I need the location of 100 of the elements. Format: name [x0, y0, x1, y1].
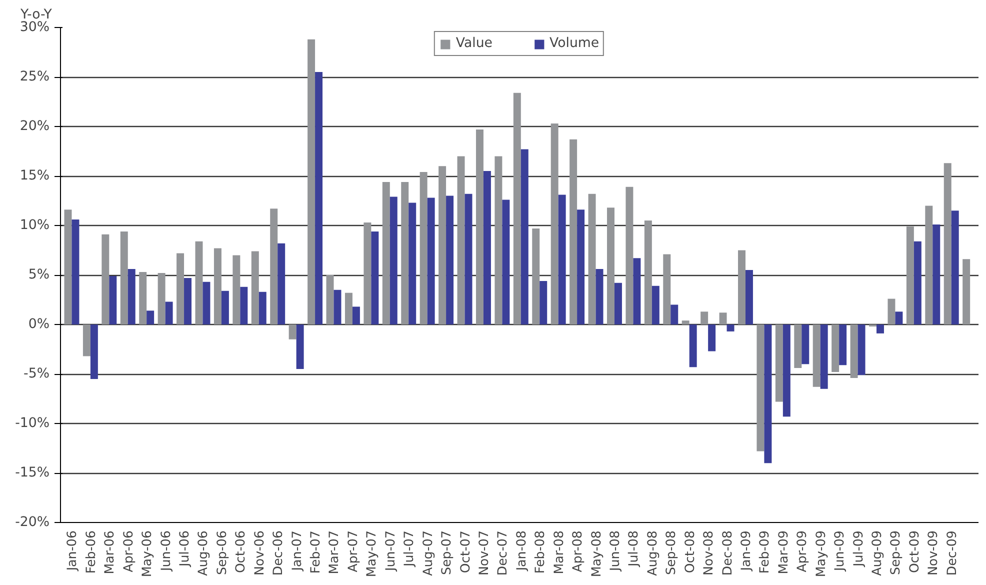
bar	[120, 231, 128, 324]
bar	[184, 278, 192, 324]
bar	[371, 231, 379, 324]
bar	[802, 324, 810, 364]
x-tick-label: Sep-06	[214, 530, 229, 576]
bar	[464, 194, 472, 324]
bar	[775, 324, 783, 402]
x-tick-label: Oct-09	[906, 530, 922, 574]
x-tick-label: Apr-09	[794, 530, 810, 572]
bar	[176, 253, 184, 324]
bar	[782, 324, 790, 417]
bar	[644, 220, 652, 324]
x-tick-label: Oct-08	[682, 530, 697, 574]
x-tick-label: May-09	[812, 530, 828, 578]
bar	[128, 269, 136, 324]
y-tick-label: 20%	[20, 119, 50, 134]
bar	[240, 286, 248, 324]
bar	[390, 196, 398, 324]
bar	[726, 324, 734, 332]
x-tick-label: Jun-09	[832, 530, 847, 572]
bar	[888, 298, 896, 324]
bar	[820, 324, 828, 389]
x-tick-label: Oct-06	[232, 530, 248, 574]
bar	[476, 129, 484, 324]
bar	[700, 312, 708, 324]
x-tick-label: Jun-07	[382, 530, 398, 572]
bar	[932, 224, 940, 324]
bar	[296, 324, 304, 370]
bar	[446, 196, 454, 324]
bar	[494, 156, 502, 324]
x-tick-label: Nov-06	[251, 530, 266, 576]
x-tick-label: Jun-08	[606, 530, 622, 572]
bar	[202, 282, 210, 324]
x-tick-label: Mar-07	[326, 530, 342, 574]
bar	[214, 248, 222, 324]
bar	[606, 208, 614, 324]
bar	[513, 92, 521, 324]
bar	[344, 292, 352, 324]
legend-label: Value	[456, 36, 493, 51]
bar	[962, 259, 970, 324]
x-tick-label: Jul-08	[626, 530, 641, 568]
y-tick-label: 25%	[20, 70, 50, 84]
x-tick-label: Dec-09	[944, 530, 959, 576]
bar	[109, 276, 117, 324]
x-tick-label: Jun-06	[158, 530, 173, 572]
x-tick-label: Apr-08	[570, 530, 585, 572]
bar	[158, 273, 166, 324]
x-tick-label: Jul-07	[401, 530, 416, 568]
bar	[532, 228, 540, 324]
bar	[670, 304, 678, 324]
x-tick-label: Jan-07	[288, 530, 304, 572]
x-tick-label: Aug-08	[644, 530, 660, 576]
bar	[764, 324, 772, 464]
x-tick-label: Oct-07	[457, 530, 472, 574]
bar	[708, 324, 716, 352]
bar	[427, 198, 435, 324]
bar	[663, 254, 671, 324]
x-tick-label: Aug-06	[195, 530, 210, 576]
bar	[308, 39, 316, 324]
bar	[925, 206, 933, 324]
x-tick-label: May-08	[588, 530, 604, 578]
x-tick-label: Mar-06	[102, 530, 117, 574]
bar	[738, 250, 746, 324]
bar	[588, 194, 596, 324]
y-tick-label: 5%	[28, 268, 50, 282]
x-tick-label: Nov-07	[476, 530, 491, 576]
bar	[596, 269, 604, 324]
x-tick-label: May-06	[139, 530, 154, 578]
bar	[288, 324, 296, 340]
bar	[258, 292, 266, 324]
bar	[951, 210, 959, 324]
bar	[334, 290, 342, 324]
x-tick-label: Mar-09	[775, 530, 790, 574]
x-tick-label: Feb-06	[82, 530, 98, 574]
bar	[408, 202, 416, 324]
y-tick-label: -15%	[15, 466, 50, 480]
bar	[139, 272, 147, 324]
bar	[626, 186, 634, 324]
bar	[876, 324, 884, 334]
x-tick-label: Jul-06	[176, 530, 192, 568]
bar	[502, 200, 510, 324]
bar	[540, 280, 548, 324]
bar	[682, 320, 690, 324]
bar	[364, 222, 372, 324]
x-tick-label: Sep-09	[888, 530, 903, 576]
x-tick-label: Apr-06	[120, 530, 136, 572]
bar	[72, 220, 80, 324]
bar	[614, 282, 622, 324]
x-tick-label: Dec-07	[494, 530, 510, 576]
x-tick-label: May-07	[364, 530, 379, 578]
bar	[914, 241, 922, 324]
bar	[438, 166, 446, 324]
bar	[858, 324, 866, 375]
y-tick-label: 15%	[20, 168, 50, 184]
bar	[352, 306, 360, 324]
x-tick-label: Apr-07	[344, 530, 360, 572]
x-tick-label: Jan-06	[64, 530, 80, 572]
y-tick-label: -20%	[15, 515, 50, 530]
bar	[315, 72, 323, 324]
y-tick-label: 0%	[28, 317, 50, 332]
